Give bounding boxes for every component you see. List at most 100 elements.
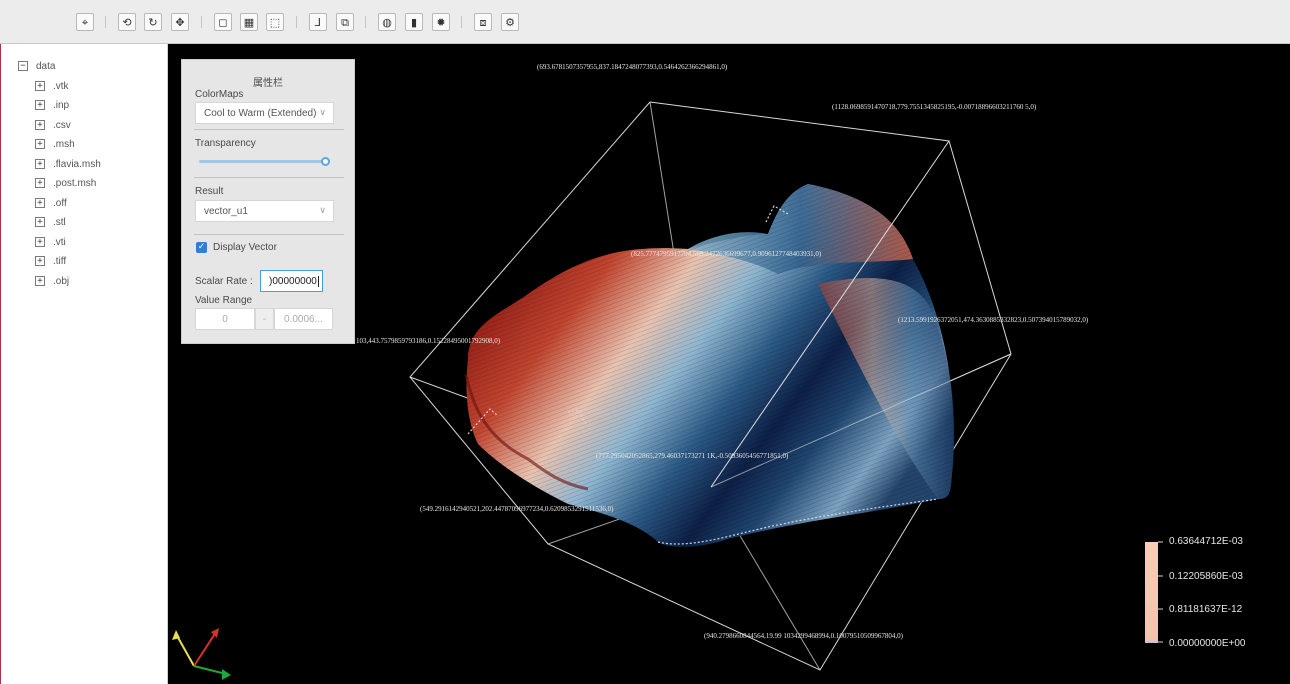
tree-item-tiff[interactable]: + .tiff xyxy=(35,253,66,269)
toolbar-separator xyxy=(365,16,366,28)
result-select[interactable]: vector_u1 ∨ xyxy=(195,200,334,222)
tree-item-off[interactable]: + .off xyxy=(35,195,67,211)
scalar-rate-input[interactable]: )00000000 xyxy=(260,270,323,292)
legend-ticks xyxy=(1158,541,1163,643)
tree-item-label: .vtk xyxy=(53,80,69,92)
coord-label: (940.2798660844564,19.99 1034299468994,0… xyxy=(704,632,903,640)
display-vector-checkbox[interactable]: ✓ xyxy=(196,242,207,253)
tree-item-label: .msh xyxy=(53,138,75,150)
expand-icon[interactable]: + xyxy=(35,100,45,110)
tree-item-flavia-msh[interactable]: + .flavia.msh xyxy=(35,156,101,172)
bounding-box-front xyxy=(710,140,1012,488)
toolbar-separator xyxy=(296,16,297,28)
toolbar: ⌖ ⟲ ↻ ✥ ◻ ▦ ⬚ ⅃ ⧉ ◍ ▮ ✹ ⧈ ⚙ xyxy=(0,0,1290,44)
coord-label: (693.6781507357955,837.1847248077393,0.5… xyxy=(537,63,728,71)
chevron-down-icon: ∨ xyxy=(319,205,326,215)
transparency-slider-handle[interactable] xyxy=(321,157,330,166)
layers-icon[interactable]: ⧉ xyxy=(336,13,354,31)
bar-chart-icon[interactable]: ▮ xyxy=(405,13,423,31)
tree-item-label: .tiff xyxy=(53,255,67,267)
screenshot-icon[interactable]: ⧈ xyxy=(474,13,492,31)
text-cursor xyxy=(317,275,319,287)
legend-label: 0.12205860E-03 xyxy=(1169,571,1243,582)
toolbar-separator xyxy=(201,16,202,28)
tree-root[interactable]: − data xyxy=(18,58,55,74)
coord-label: 103,443.7579859793186,0.1522849500179290… xyxy=(356,337,501,345)
expand-icon[interactable]: + xyxy=(35,256,45,266)
expand-icon[interactable]: + xyxy=(35,237,45,247)
tree-item-csv[interactable]: + .csv xyxy=(35,117,71,133)
file-tree: − data + .vtk + .inp + .csv + .msh + .flavia.… xyxy=(0,44,168,684)
result-value: vector_u1 xyxy=(204,205,248,217)
tree-item-vti[interactable]: + .vti xyxy=(35,234,66,250)
render-viewport[interactable]: (693.6781507357955,837.1847248077393,0.5… xyxy=(168,44,1290,684)
axes-icon[interactable]: ⅃ xyxy=(309,13,327,31)
colormaps-label: ColorMaps xyxy=(195,89,244,100)
legend-label: 0.00000000E+00 xyxy=(1169,638,1246,649)
coord-label: (777.295042052865,279.46037173271 1K,-0.… xyxy=(596,452,789,460)
tree-item-label: .inp xyxy=(53,99,70,111)
expand-icon[interactable]: + xyxy=(35,81,45,91)
tree-item-label: .csv xyxy=(53,119,71,131)
coord-label: (825.7774795917794,569.2472636699677,0.9… xyxy=(631,250,822,258)
divider xyxy=(194,177,344,178)
pan-icon[interactable]: ✥ xyxy=(171,13,189,31)
rotate-icon[interactable]: ↻ xyxy=(144,13,162,31)
divider xyxy=(194,129,344,130)
settings-icon[interactable]: ⚙ xyxy=(501,13,519,31)
toolbar-separator xyxy=(461,16,462,28)
transparency-slider-track[interactable] xyxy=(199,160,326,163)
result-label: Result xyxy=(195,186,224,197)
coord-label: (1128.0698591470718,779.7551345825195,-0… xyxy=(832,103,1037,111)
select-region-icon[interactable]: ⬚ xyxy=(266,13,284,31)
light-icon[interactable]: ✹ xyxy=(432,13,450,31)
expand-icon[interactable]: + xyxy=(35,198,45,208)
tree-item-label: .off xyxy=(53,197,67,209)
grid-icon[interactable]: ▦ xyxy=(240,13,258,31)
target-icon[interactable]: ⌖ xyxy=(76,13,94,31)
panel-title: 属性栏 xyxy=(253,78,283,89)
tree-item-stl[interactable]: + .stl xyxy=(35,214,66,230)
tree-item-msh[interactable]: + .msh xyxy=(35,136,75,152)
vector-field-surface xyxy=(464,184,955,547)
property-panel: 属性栏 ColorMaps Cool to Warm (Extended) ∨ … xyxy=(181,59,355,344)
collapse-icon[interactable]: − xyxy=(18,61,28,71)
tree-item-label: .post.msh xyxy=(53,177,97,189)
range-separator: - xyxy=(255,308,274,330)
cube-rotate-icon[interactable]: ⟲ xyxy=(118,13,136,31)
chevron-down-icon: ∨ xyxy=(319,107,326,117)
tree-item-label: .flavia.msh xyxy=(53,158,101,170)
tree-item-label: .vti xyxy=(53,236,66,248)
expand-icon[interactable]: + xyxy=(35,159,45,169)
coord-label: (549.2916142940521,202.44787096977234,0.… xyxy=(420,505,614,513)
tree-item-vtk[interactable]: + .vtk xyxy=(35,78,69,94)
legend-label: 0.81181637E-12 xyxy=(1169,604,1243,615)
tree-root-label: data xyxy=(36,60,56,72)
tree-item-obj[interactable]: + .obj xyxy=(35,273,69,289)
toolbar-separator xyxy=(105,16,106,28)
expand-icon[interactable]: + xyxy=(35,217,45,227)
scalar-rate-label: Scalar Rate : xyxy=(195,276,253,287)
tree-item-post-msh[interactable]: + .post.msh xyxy=(35,175,96,191)
coord-label: (1213.5991926372051,474.3630885332823,0.… xyxy=(898,316,1089,324)
colormap-select[interactable]: Cool to Warm (Extended) ∨ xyxy=(195,102,334,124)
tree-item-inp[interactable]: + .inp xyxy=(35,97,69,113)
expand-icon[interactable]: + xyxy=(35,178,45,188)
box-icon[interactable]: ◻ xyxy=(214,13,232,31)
expand-icon[interactable]: + xyxy=(35,276,45,286)
tree-item-label: .obj xyxy=(53,275,70,287)
transparency-label: Transparency xyxy=(195,138,256,149)
expand-icon[interactable]: + xyxy=(35,120,45,130)
legend-label: 0.63644712E-03 xyxy=(1169,536,1243,547)
tree-item-label: .stl xyxy=(53,216,66,228)
legend-colorbar xyxy=(1145,542,1158,643)
orientation-axes xyxy=(172,628,231,680)
scalar-rate-value: )00000000 xyxy=(269,275,317,287)
range-max-input[interactable]: 0.0006... xyxy=(274,308,333,330)
scene-svg xyxy=(172,101,1163,680)
range-min-input[interactable]: 0 xyxy=(195,308,255,330)
expand-icon[interactable]: + xyxy=(35,139,45,149)
palette-icon[interactable]: ◍ xyxy=(378,13,396,31)
value-range-label: Value Range xyxy=(195,295,253,306)
display-vector-label: Display Vector xyxy=(213,242,277,253)
